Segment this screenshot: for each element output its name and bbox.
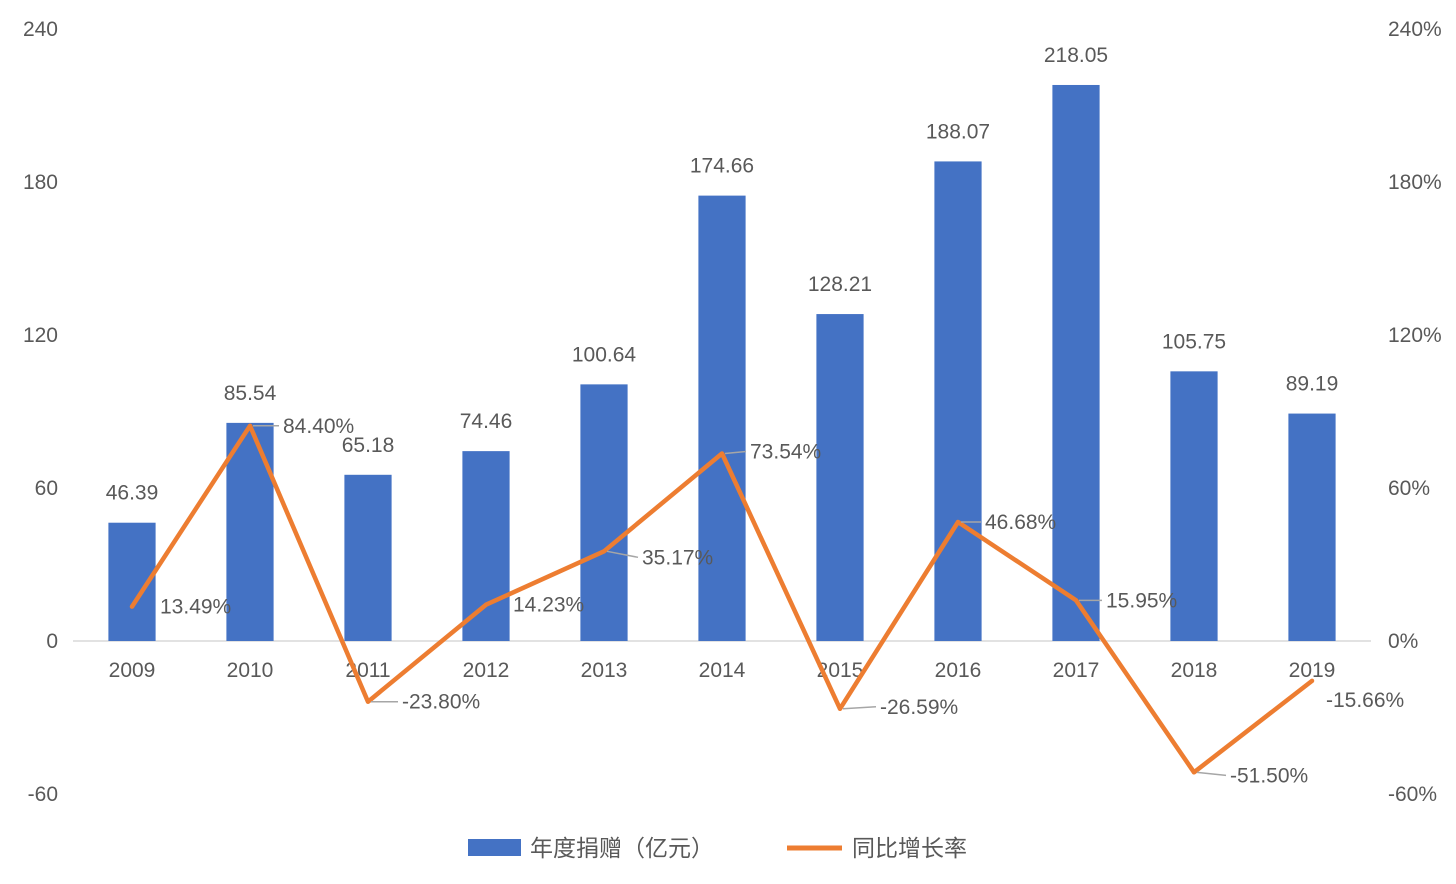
growth-value-label-2011: -23.80%: [402, 691, 480, 714]
y-left-tick-label: 240: [23, 18, 58, 41]
growth-point-2015: [838, 706, 842, 711]
bar-value-label-2011: 65.18: [342, 434, 395, 457]
bar-2011: [344, 474, 392, 641]
growth-point-2012: [484, 602, 488, 607]
bar-2010: [226, 422, 274, 641]
growth-label-leader-2014: [724, 450, 747, 455]
bar-2017: [1052, 84, 1100, 641]
bar-value-label-2015: 128.21: [808, 273, 872, 296]
x-tick-label-2018: 2018: [1171, 659, 1218, 682]
growth-point-2013: [602, 549, 606, 554]
legend: 年度捐赠（亿元） 同比增长率: [468, 835, 967, 861]
y-left-tick-label: 60: [35, 477, 58, 500]
x-tick-label-2019: 2019: [1289, 659, 1336, 682]
y-left-tick-label: 180: [23, 171, 58, 194]
y-left-tick-label: 120: [23, 324, 58, 347]
axes: 240 180 120 60 0 -60 240% 180% 120% 60% 0% -60% 2009…: [23, 18, 1442, 806]
legend-swatch-bar: [468, 839, 521, 856]
growth-value-label-2013: 35.17%: [642, 546, 713, 569]
x-tick-label-2017: 2017: [1053, 659, 1100, 682]
bar-value-label-2017: 218.05: [1044, 44, 1108, 67]
growth-point-2017: [1074, 598, 1078, 603]
growth-value-label-2015: -26.59%: [880, 696, 958, 719]
y-right-tick-label: 0%: [1388, 630, 1418, 653]
x-tick-label-2012: 2012: [463, 659, 510, 682]
x-tick-label-2016: 2016: [935, 659, 982, 682]
growth-value-label-2010: 84.40%: [283, 415, 354, 438]
growth-value-label-2017: 15.95%: [1106, 589, 1177, 612]
growth-value-label-2016: 46.68%: [985, 511, 1056, 534]
bar-2014: [698, 195, 746, 641]
bar-value-label-2016: 188.07: [926, 120, 990, 143]
growth-label-leader-2015: [842, 706, 877, 710]
bar-2015: [816, 314, 864, 641]
y-right-tick-label: 120%: [1388, 324, 1442, 347]
bar-2019: [1288, 413, 1336, 641]
growth-point-2010: [248, 423, 252, 428]
bar-value-label-2012: 74.46: [460, 410, 513, 433]
legend-label-bar: 年度捐赠（亿元）: [530, 835, 714, 861]
x-tick-label-2015: 2015: [817, 659, 864, 682]
legend-label-line: 同比增长率: [852, 835, 967, 861]
bar-value-label-2018: 105.75: [1162, 330, 1226, 353]
bar-value-label-2009: 46.39: [106, 482, 159, 505]
y-right-tick-label: 180%: [1388, 171, 1442, 194]
bar-value-label-2010: 85.54: [224, 382, 277, 405]
y-left-tick-label: -60: [28, 783, 58, 806]
bar-2018: [1170, 371, 1218, 641]
growth-point-2016: [956, 519, 960, 524]
bar-2012: [462, 451, 510, 641]
growth-value-label-2018: -51.50%: [1230, 764, 1308, 787]
data-labels: 46.39 85.54 65.18 74.46 100.64 174.66 128.21 18…: [106, 44, 1405, 787]
bar-value-label-2019: 89.19: [1286, 373, 1339, 396]
growth-label-leader-2013: [606, 550, 639, 559]
growth-value-label-2014: 73.54%: [750, 440, 821, 463]
y-right-tick-label: -60%: [1388, 783, 1437, 806]
y-right-tick-label: 60%: [1388, 477, 1430, 500]
bar-2016: [934, 161, 982, 641]
x-tick-label-2013: 2013: [581, 659, 628, 682]
growth-point-2018: [1192, 770, 1196, 775]
line-series: [129, 423, 1315, 775]
bar-series: [108, 84, 1336, 641]
y-right-tick-label: 240%: [1388, 18, 1442, 41]
growth-point-2014: [720, 451, 724, 456]
growth-value-label-2019: -15.66%: [1326, 689, 1404, 712]
growth-point-2011: [366, 699, 370, 704]
growth-label-leader-2018: [1196, 771, 1227, 777]
x-tick-label-2010: 2010: [227, 659, 274, 682]
growth-value-label-2012: 14.23%: [513, 594, 584, 617]
x-tick-label-2014: 2014: [699, 659, 746, 682]
bar-2013: [580, 384, 628, 641]
y-left-tick-label: 0: [46, 630, 58, 653]
bar-value-label-2013: 100.64: [572, 343, 637, 366]
growth-point-2019: [1310, 678, 1314, 683]
x-tick-label-2009: 2009: [109, 659, 156, 682]
growth-value-label-2009: 13.49%: [160, 596, 231, 619]
growth-point-2009: [130, 604, 134, 609]
bar-value-label-2014: 174.66: [690, 155, 754, 178]
